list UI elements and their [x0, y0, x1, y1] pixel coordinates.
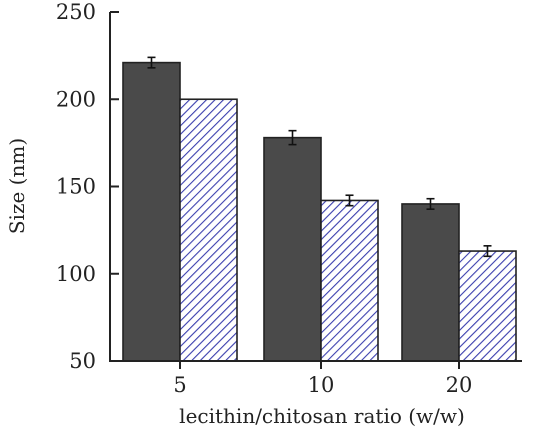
x-tick-label: 20 — [446, 373, 473, 397]
y-tick-label: 150 — [56, 175, 96, 199]
y-axis: 50 100 150 200 250 — [56, 0, 119, 373]
bar-solid-5 — [122, 61, 181, 362]
y-tick-label: 250 — [56, 0, 96, 24]
bar-hatched-20 — [458, 250, 517, 362]
y-axis-title: Size (nm) — [5, 138, 29, 234]
y-tick-label: 200 — [56, 87, 96, 111]
plot-area — [122, 56, 517, 362]
bar-solid-10 — [263, 136, 322, 362]
y-tick-label: 50 — [69, 349, 96, 373]
x-axis-title: lecithin/chitosan ratio (w/w) — [179, 404, 465, 428]
x-axis: 5 10 20 — [109, 360, 522, 397]
x-tick-label: 10 — [308, 373, 335, 397]
bar-hatched-10 — [320, 199, 379, 362]
bar-hatched-5 — [179, 98, 238, 362]
x-tick-label: 5 — [173, 373, 186, 397]
bar-solid-20 — [401, 203, 460, 362]
y-tick-label: 100 — [56, 262, 96, 286]
